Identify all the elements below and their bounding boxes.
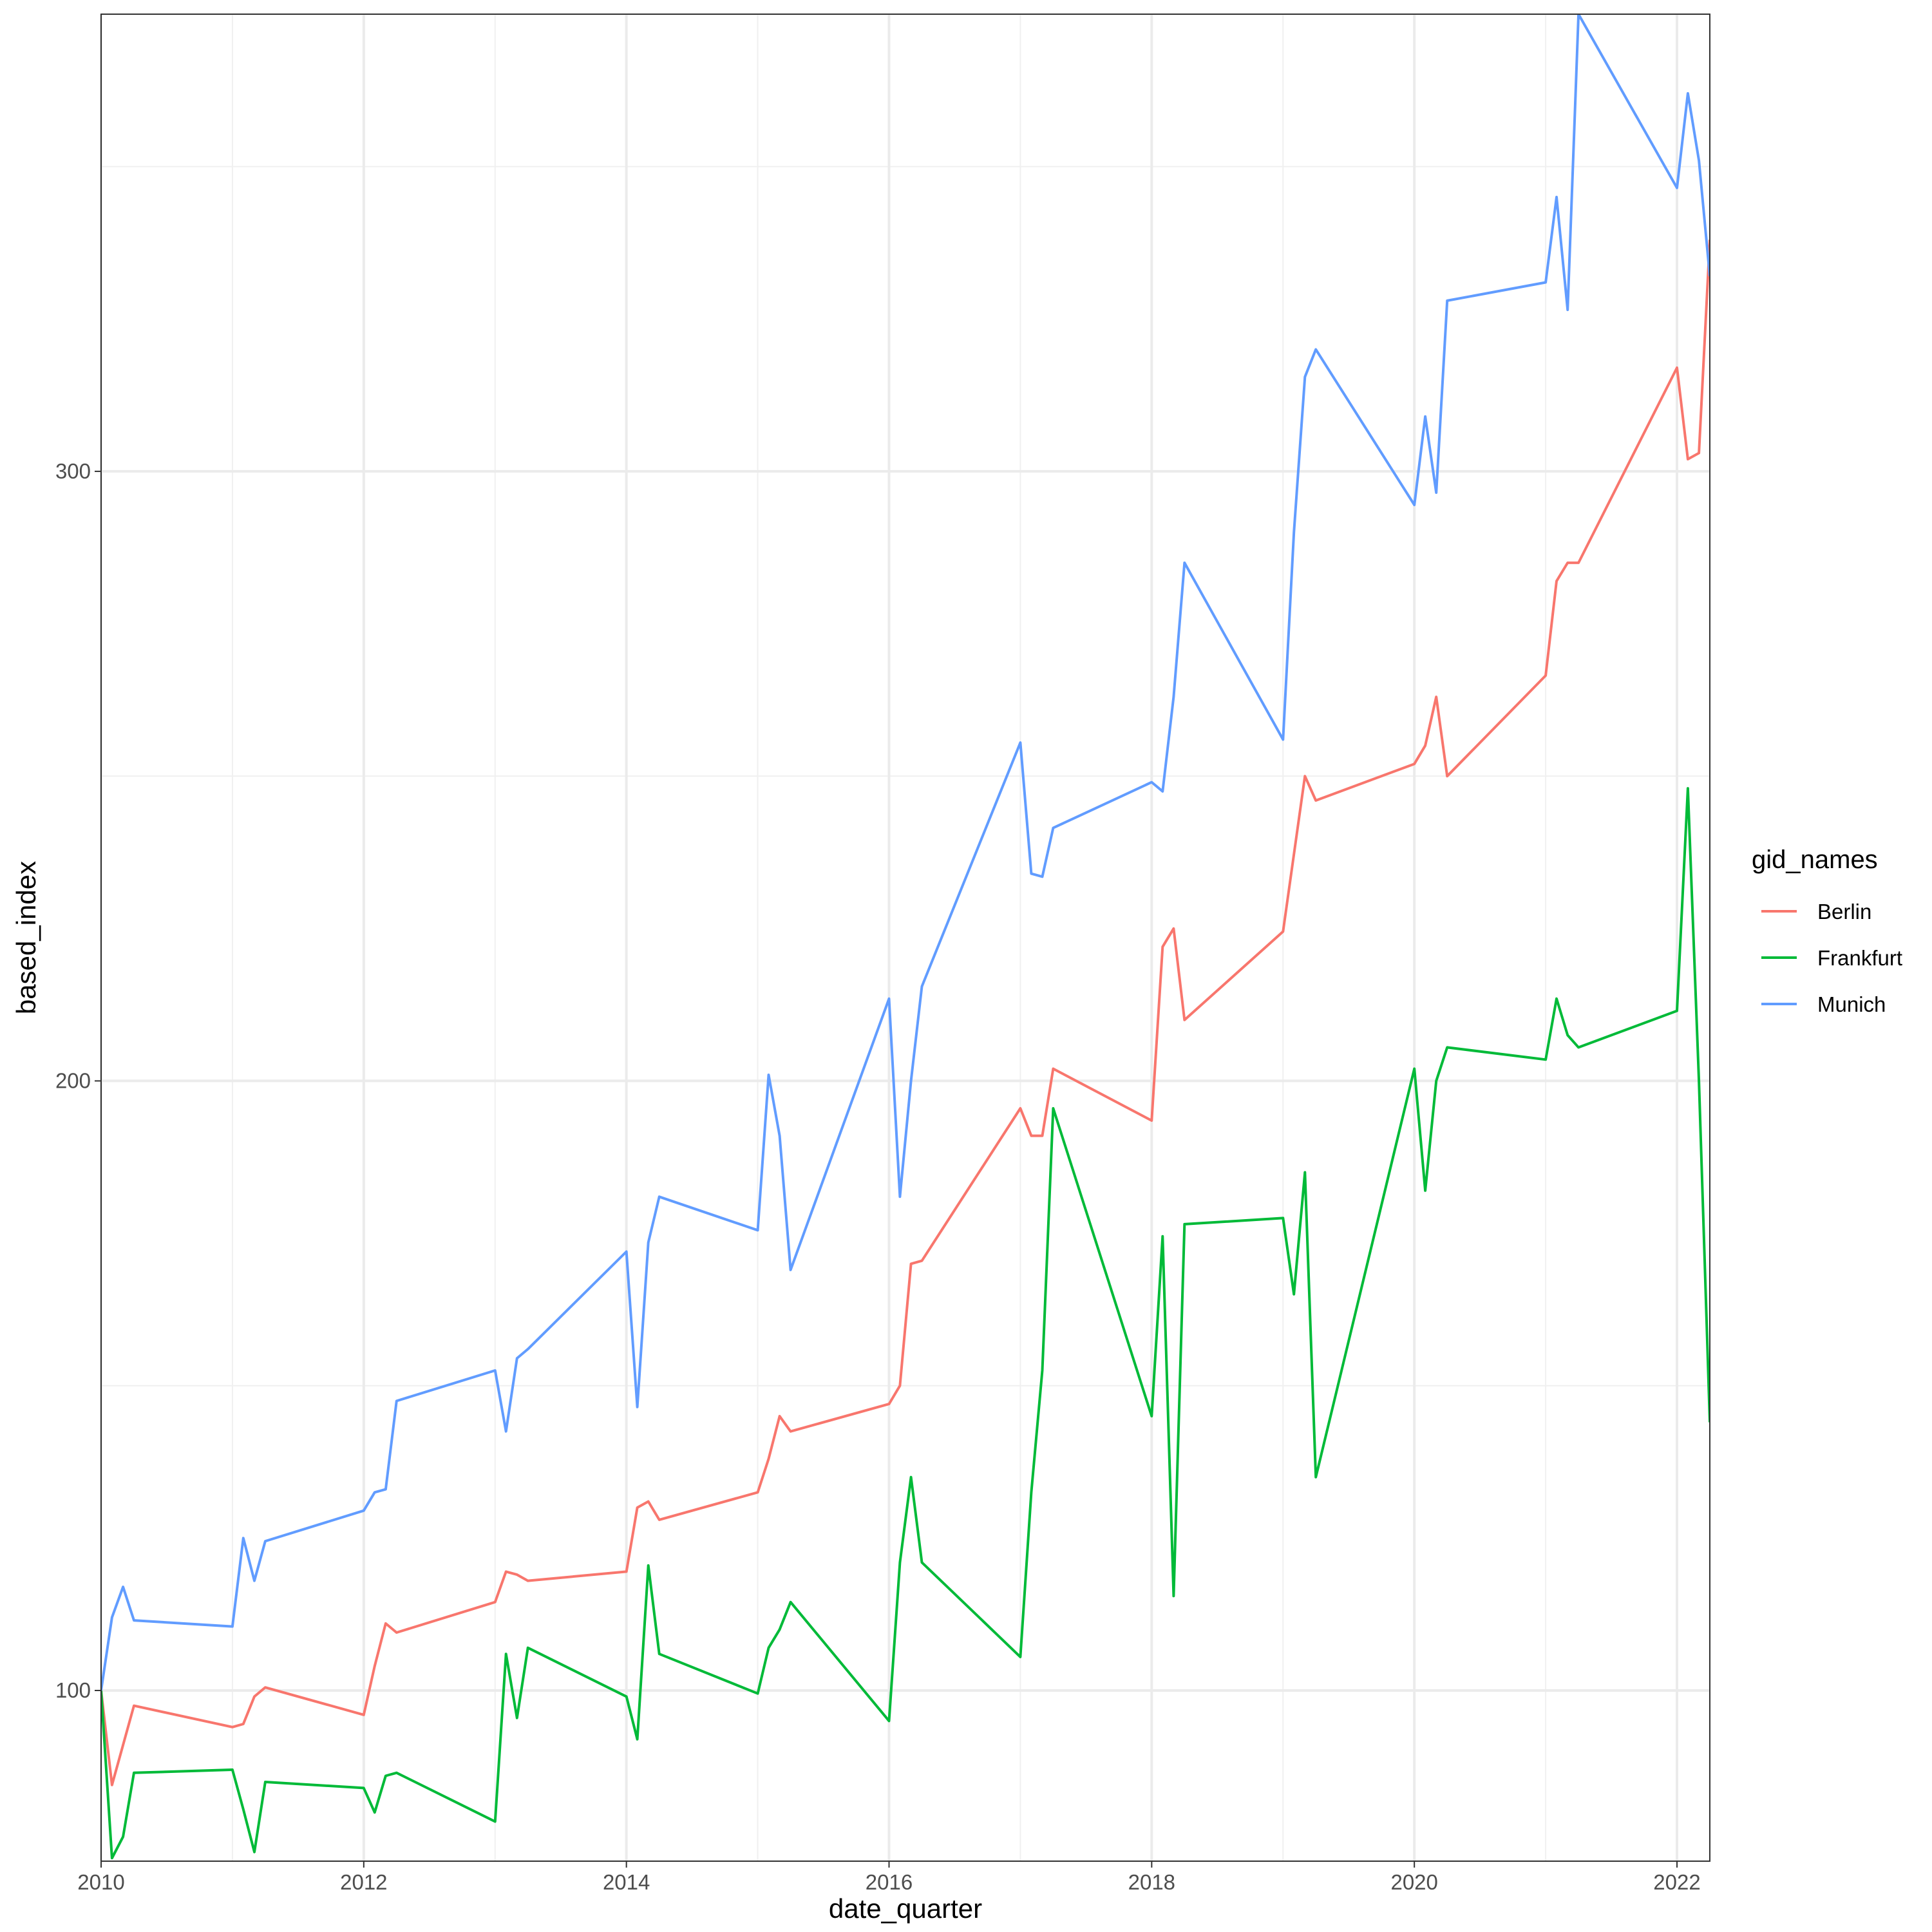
series-line-frankfurt bbox=[101, 787, 1710, 1860]
legend-label: Berlin bbox=[1817, 900, 1871, 923]
y-axis-title: based_index bbox=[11, 861, 41, 1014]
legend-title: gid_names bbox=[1752, 846, 1878, 874]
series-line-munich bbox=[101, 14, 1710, 1691]
series-line-berlin bbox=[101, 240, 1710, 1786]
legend: gid_names Berlin Frankfurt Munich bbox=[1752, 846, 1902, 1016]
x-tick-label: 2018 bbox=[1128, 1870, 1175, 1894]
plot-panel bbox=[101, 14, 1710, 1861]
axis-ticks: 2010 2012 2014 2016 2018 2020 2022 100 200 300 bbox=[55, 459, 1701, 1894]
legend-label: Munich bbox=[1817, 992, 1886, 1016]
x-tick-label: 2014 bbox=[603, 1870, 650, 1894]
legend-label: Frankfurt bbox=[1817, 946, 1902, 970]
y-tick-label: 100 bbox=[55, 1678, 91, 1702]
y-tick-label: 200 bbox=[55, 1068, 91, 1092]
x-tick-label: 2012 bbox=[340, 1870, 387, 1894]
x-axis-title: date_quarter bbox=[829, 1893, 982, 1924]
x-tick-label: 2010 bbox=[77, 1870, 124, 1894]
y-tick-label: 300 bbox=[55, 459, 91, 483]
x-tick-label: 2020 bbox=[1390, 1870, 1437, 1894]
x-tick-label: 2022 bbox=[1653, 1870, 1700, 1894]
plot-border bbox=[100, 14, 1710, 1862]
series-lines bbox=[101, 14, 1710, 1860]
x-tick-label: 2016 bbox=[866, 1870, 913, 1894]
